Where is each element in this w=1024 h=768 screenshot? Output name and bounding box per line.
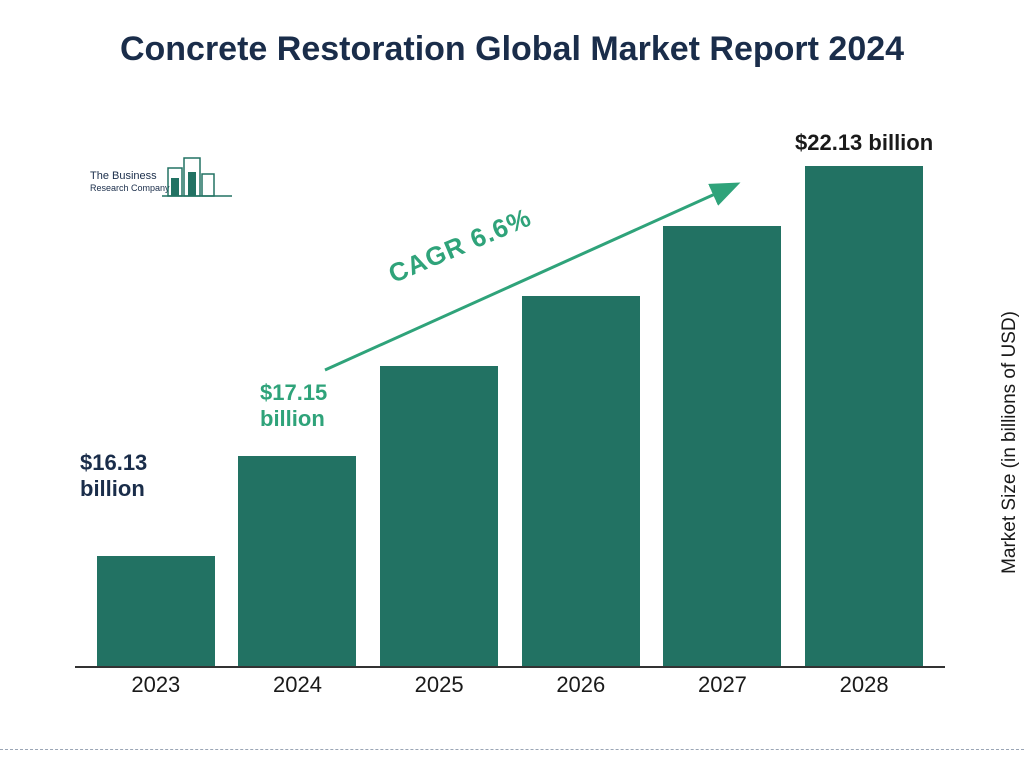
bar-slot-2027: 2027 [662,226,782,666]
bar-2023 [97,556,215,666]
footer-divider [0,749,1024,750]
bar-slot-2023: 2023 [96,556,216,666]
bar-2027 [663,226,781,666]
value-callout-2023: $16.13 billion [80,450,190,503]
x-axis-line [75,666,945,668]
bar-2028 [805,166,923,666]
x-label-2025: 2025 [415,672,464,698]
bar-2024 [238,456,356,666]
chart-title: Concrete Restoration Global Market Repor… [0,28,1024,71]
y-axis-label: Market Size (in billions of USD) [999,311,1021,574]
x-label-2028: 2028 [840,672,889,698]
bar-slot-2026: 2026 [521,296,641,666]
x-label-2023: 2023 [131,672,180,698]
bar-slot-2024: 2024 [237,456,357,666]
x-label-2026: 2026 [556,672,605,698]
x-label-2024: 2024 [273,672,322,698]
bar-2025 [380,366,498,666]
callout-2024-text: $17.15 billion [260,380,370,433]
callout-2023-text: $16.13 billion [80,450,190,503]
bar-slot-2028: 2028 [804,166,924,666]
value-callout-2024: $17.15 billion [260,380,370,433]
callout-2028-text: $22.13 billion [795,130,933,155]
bar-2026 [522,296,640,666]
x-label-2027: 2027 [698,672,747,698]
value-callout-2028: $22.13 billion [795,130,933,156]
bar-slot-2025: 2025 [379,366,499,666]
